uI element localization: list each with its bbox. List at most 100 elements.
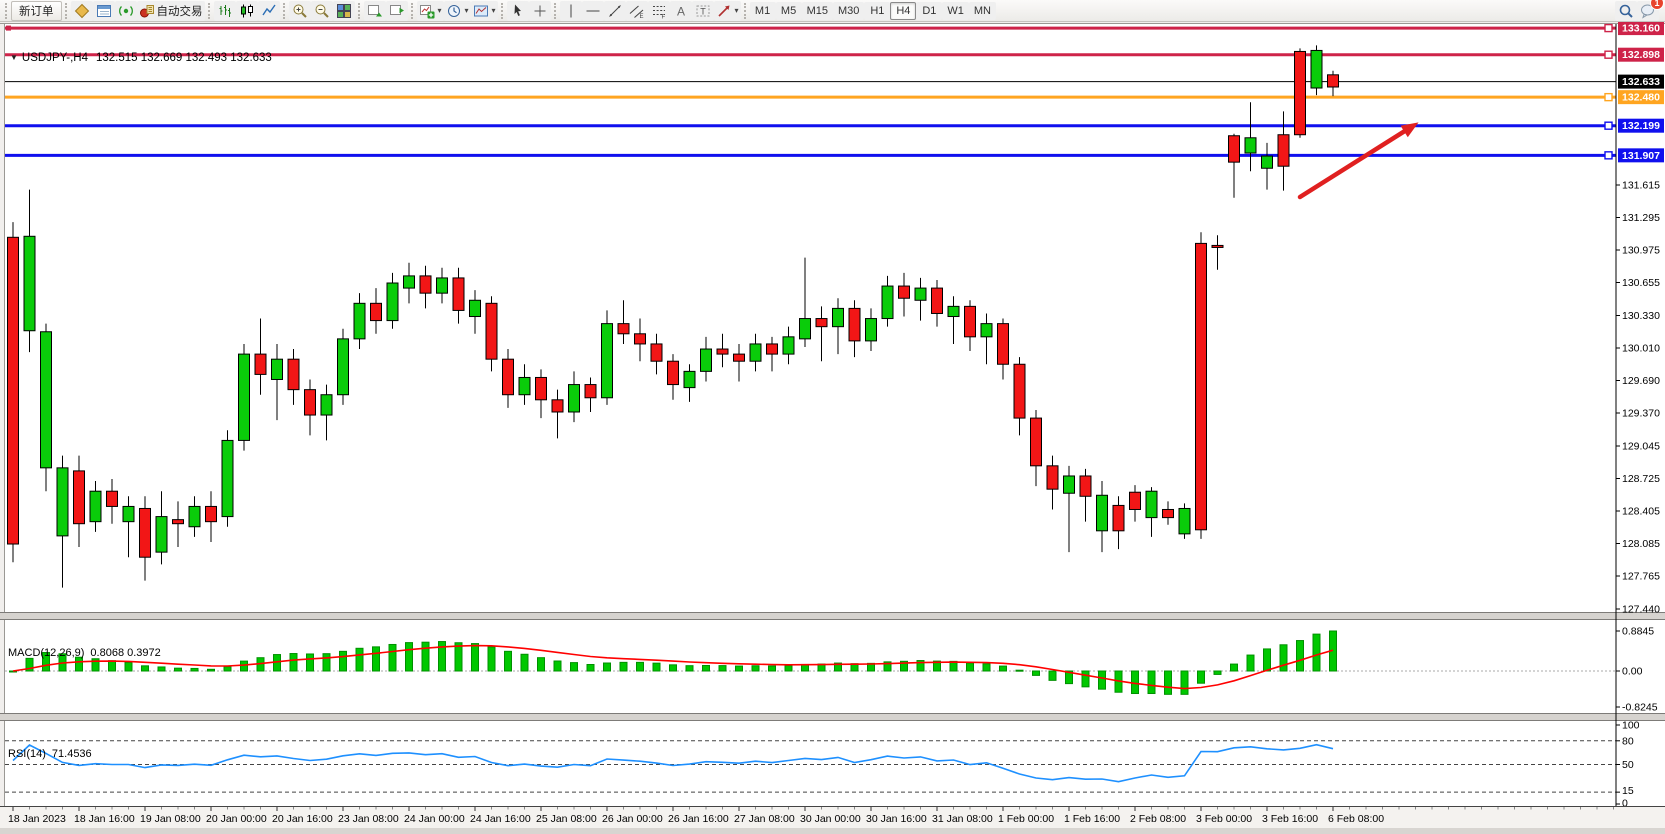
candle-body	[667, 360, 679, 386]
candle-body	[56, 467, 69, 537]
orange-level-line-handle[interactable]	[1604, 92, 1613, 102]
date-tick-label: 18 Jan 16:00	[74, 813, 135, 825]
rsi-tick-label: 100	[1622, 720, 1640, 732]
resistance-line-2-handle[interactable]	[1604, 50, 1613, 59]
autotrading-button[interactable]: 自动交易	[136, 0, 205, 21]
candle-body	[122, 505, 135, 523]
candle-body	[1327, 74, 1339, 88]
auto-scroll-button[interactable]	[363, 0, 386, 21]
support-line-2-handle[interactable]	[1604, 151, 1613, 160]
candle-body	[1178, 507, 1191, 535]
resistance-line-1-price-label	[1618, 22, 1664, 36]
tile-windows-button[interactable]	[332, 0, 355, 21]
timeframe-m30[interactable]: M30	[832, 1, 865, 20]
candle-body	[1162, 508, 1174, 519]
price-tick-label: 129.045	[1622, 441, 1660, 453]
date-tick-label: 3 Feb 16:00	[1262, 813, 1318, 825]
timeframe-h4[interactable]: H4	[890, 1, 917, 20]
macd-histogram-bar	[1263, 648, 1271, 672]
chart-ohlc-values: 132.515 132.669 132.493 132.633	[95, 52, 272, 64]
hline-icon	[585, 3, 601, 19]
resistance-line-1-start-handle[interactable]	[6, 25, 11, 31]
chevron-down-icon: ▾	[734, 6, 739, 15]
data-window-button[interactable]	[92, 0, 115, 21]
price-tick-label: 128.405	[1622, 506, 1660, 518]
macd-histogram-bar	[91, 658, 100, 672]
timeframe-m15[interactable]: M15	[801, 1, 833, 20]
date-axis[interactable]: 18 Jan 2023 18 Jan 16:00 19 Jan 08:00 20 Ja…	[0, 806, 1665, 834]
search-button[interactable]	[1615, 0, 1637, 21]
resistance-line-1-handle[interactable]	[1604, 23, 1613, 33]
panel-splitters[interactable]	[0, 612, 1665, 721]
date-tick-label: 24 Jan 00:00	[404, 813, 465, 825]
orange-level-line-price-text: 132.480	[1622, 92, 1660, 104]
macd-histogram-bar	[1065, 670, 1073, 685]
fibonacci-button[interactable]: F	[647, 0, 670, 21]
vline-icon	[563, 3, 579, 19]
date-tick-label: 30 Jan 16:00	[866, 813, 927, 825]
candle-body	[1030, 417, 1042, 467]
horizontal-line-button[interactable]	[581, 0, 604, 21]
trend-arrow-annotation[interactable]	[1297, 122, 1419, 200]
navigator-icon	[118, 3, 134, 19]
notifications-button[interactable]: 1	[1637, 0, 1664, 21]
candle-body	[221, 439, 234, 518]
trendline-button[interactable]	[603, 0, 626, 21]
market-watch-button[interactable]	[70, 0, 93, 21]
macd-histogram-bar	[1213, 670, 1222, 675]
zoom-out-button[interactable]	[310, 0, 333, 21]
timeframe-w1[interactable]: W1	[942, 1, 969, 20]
macd-histogram-bar	[108, 660, 116, 672]
line-chart-button[interactable]	[257, 0, 280, 21]
text-button[interactable]: A	[669, 0, 692, 21]
candle-body	[535, 376, 547, 401]
price-tick-label: 127.765	[1622, 571, 1660, 583]
toolbar-grip	[5, 2, 7, 19]
timeframe-mn[interactable]: MN	[968, 1, 996, 20]
navigator-button[interactable]	[114, 0, 137, 21]
toolbar-grip	[64, 2, 67, 19]
chart-shift-button[interactable]	[385, 0, 408, 21]
bar-chart-button[interactable]	[213, 0, 236, 21]
period-menu-button[interactable]: ▾	[443, 0, 471, 21]
macd-histogram-bar	[190, 667, 199, 672]
zoom-in-button[interactable]	[288, 0, 311, 21]
cursor-button[interactable]	[506, 0, 529, 21]
timeframe-m1[interactable]: M1	[749, 1, 776, 20]
arrows-button[interactable]: ▾	[713, 0, 741, 21]
macd-histogram-bar	[124, 661, 133, 672]
macd-histogram-bar	[982, 663, 991, 672]
support-line-2-price-text: 131.907	[1622, 150, 1660, 162]
macd-histogram-bar	[388, 643, 397, 672]
collapse-triangle-icon[interactable]: ▼	[10, 53, 18, 62]
candle-body	[89, 490, 102, 523]
candle-body	[254, 353, 267, 375]
new-order-button[interactable]: 新订单	[11, 0, 62, 21]
timeframe-h1[interactable]: H1	[864, 1, 891, 20]
price-axis[interactable]: 131.615 131.295 130.975 130.655 130.330 130.0…	[1615, 22, 1664, 810]
date-tick-label: 18 Jan 2023	[8, 813, 66, 825]
text-label-button[interactable]: T	[691, 0, 714, 21]
horizontal-lines[interactable]	[5, 23, 1616, 160]
rsi-panel	[5, 740, 1616, 793]
candle-chart-button[interactable]	[235, 0, 258, 21]
candle-body	[1195, 242, 1207, 531]
candle-body	[1096, 494, 1108, 532]
channel-button[interactable]: E	[625, 0, 648, 21]
bars-icon	[217, 3, 233, 19]
rsi-tick-label: 80	[1622, 735, 1634, 747]
new-chart-button[interactable]: ▾	[416, 0, 444, 21]
timeframe-m5[interactable]: M5	[775, 1, 802, 20]
timeframe-d1[interactable]: D1	[916, 1, 943, 20]
chart-canvas[interactable]: 131.615 131.295 130.975 130.655 130.330 130.0…	[0, 22, 1665, 834]
candle-body	[1244, 137, 1257, 154]
macd-histogram-bar	[751, 665, 760, 672]
template-menu-button[interactable]: ▾	[470, 0, 498, 21]
chevron-down-icon: ▾	[437, 6, 442, 15]
crosshair-button[interactable]	[528, 0, 551, 21]
candle-body	[749, 343, 762, 362]
vertical-line-button[interactable]	[559, 0, 582, 21]
rsi-line	[12, 743, 1334, 783]
macd-signal-line	[12, 644, 1334, 690]
support-line-1-handle[interactable]	[1604, 121, 1613, 130]
